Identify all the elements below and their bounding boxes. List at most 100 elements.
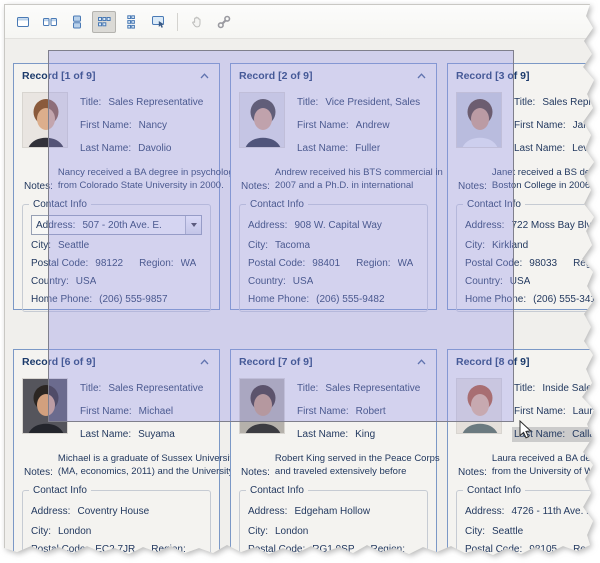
record-card: Record [8 of 9] bbox=[447, 349, 600, 555]
address-combobox[interactable]: Address: 507 - 20th Ave. E. bbox=[31, 215, 202, 235]
address-value[interactable]: 722 Moss Bay Blvd. bbox=[511, 219, 600, 231]
field-row-address: Address: Coventry House bbox=[31, 501, 202, 521]
employee-avatar bbox=[240, 93, 284, 147]
home-phone-value[interactable]: (206) 555-9857 bbox=[99, 294, 168, 305]
address-value[interactable]: Edgeham Hollow bbox=[294, 505, 371, 517]
single-card-icon bbox=[17, 16, 29, 27]
first-name-value[interactable]: Michael bbox=[138, 406, 174, 417]
notes-value[interactable]: Laura received a BA degree in psychology… bbox=[491, 452, 600, 478]
field-row-last-name[interactable]: Last Name: Callahan bbox=[512, 427, 600, 442]
card-header-caption: Record [8 of 9] bbox=[456, 356, 530, 368]
last-name-value[interactable]: Fuller bbox=[355, 143, 381, 154]
city-value[interactable]: London bbox=[275, 526, 309, 537]
first-name-value[interactable]: Laura bbox=[572, 406, 599, 417]
country-value[interactable]: USA bbox=[292, 276, 314, 287]
notes-label: Notes: bbox=[24, 181, 53, 192]
field-row-country: Country: USA bbox=[248, 275, 419, 288]
collapse-chevron-icon[interactable] bbox=[414, 70, 428, 82]
city-value[interactable]: Seattle bbox=[58, 240, 90, 251]
layout-list-button[interactable] bbox=[119, 11, 143, 33]
title-value[interactable]: Inside Sales Coordinator bbox=[542, 383, 597, 394]
city-value[interactable]: London bbox=[58, 526, 92, 537]
address-value[interactable]: 908 W. Capital Way bbox=[294, 219, 382, 231]
field-row-address: Address: 722 Moss Bay Blvd. bbox=[465, 215, 600, 235]
city-value[interactable]: Seattle bbox=[492, 526, 524, 537]
field-row-last-name[interactable]: Last Name: Fuller bbox=[295, 141, 428, 156]
postal-code-label: Postal Code: bbox=[248, 258, 306, 269]
last-name-value[interactable]: Davolio bbox=[138, 143, 172, 154]
postal-code-value[interactable]: EC2 7JR bbox=[95, 544, 136, 555]
collapse-chevron-icon[interactable] bbox=[197, 70, 211, 82]
notes-value[interactable]: Andrew received his BTS commercial in 20… bbox=[275, 166, 443, 192]
last-name-value[interactable]: Suyama bbox=[138, 429, 175, 440]
region-label: Region: bbox=[573, 544, 600, 555]
layout-multi-row-button[interactable] bbox=[92, 10, 116, 33]
field-row-last-name[interactable]: Last Name: Leverling bbox=[512, 141, 600, 156]
country-label: Country: bbox=[465, 276, 503, 287]
title-value[interactable]: Vice President, Sales bbox=[325, 97, 421, 108]
title-value[interactable]: Sales Representative bbox=[542, 97, 600, 108]
layout-stacked-cards-button[interactable] bbox=[65, 11, 89, 33]
card-top-section: Title: Sales Representative First Name: … bbox=[14, 374, 219, 450]
field-row-last-name[interactable]: Last Name: Suyama bbox=[78, 427, 211, 442]
notes-value[interactable]: Robert King served in the Peace Corps an… bbox=[275, 452, 440, 478]
last-name-value[interactable]: Leverling bbox=[572, 143, 600, 154]
layout-two-cards-button[interactable] bbox=[38, 11, 62, 33]
first-name-label: First Name: bbox=[514, 406, 566, 417]
notes-value[interactable]: Nancy received a BA degree in psychology… bbox=[58, 166, 239, 192]
home-phone-label: Home Phone: bbox=[465, 294, 527, 305]
home-phone-value[interactable]: (206) 555-3412 bbox=[533, 294, 600, 305]
first-name-value[interactable]: Janet bbox=[572, 120, 598, 131]
postal-code-value[interactable]: 98401 bbox=[312, 258, 341, 269]
region-value[interactable]: WA bbox=[397, 258, 414, 269]
postal-code-label: Postal Code: bbox=[248, 544, 306, 555]
address-value[interactable]: 507 - 20th Ave. E. bbox=[82, 219, 162, 231]
home-phone-label: Home Phone: bbox=[31, 294, 93, 305]
last-name-value[interactable]: Callahan bbox=[572, 429, 600, 440]
field-row-city: City: Kirkland bbox=[465, 239, 594, 252]
title-value[interactable]: Sales Representative bbox=[108, 383, 204, 394]
country-value[interactable]: USA bbox=[75, 276, 97, 287]
postal-code-value[interactable]: 98122 bbox=[95, 258, 124, 269]
address-value[interactable]: Coventry House bbox=[77, 505, 150, 517]
card-header: Record [2 of 9] bbox=[231, 64, 436, 88]
first-name-value[interactable]: Robert bbox=[355, 406, 386, 417]
field-row-last-name[interactable]: Last Name: King bbox=[295, 427, 428, 442]
collapse-chevron-icon[interactable] bbox=[414, 356, 428, 368]
home-phone-value[interactable]: (206) 555-9482 bbox=[316, 294, 385, 305]
postal-code-value[interactable]: 98033 bbox=[529, 258, 558, 269]
field-row-first-name: First Name: Andrew bbox=[295, 118, 428, 133]
last-name-label: Last Name: bbox=[514, 143, 566, 154]
city-label: City: bbox=[248, 240, 268, 251]
layout-carousel-button[interactable] bbox=[146, 11, 170, 33]
country-value[interactable]: USA bbox=[509, 276, 531, 287]
address-value[interactable]: 4726 - 11th Ave. N.E. bbox=[511, 505, 600, 517]
dropdown-button[interactable] bbox=[185, 216, 201, 234]
first-name-label: First Name: bbox=[514, 120, 566, 131]
last-name-value[interactable]: King bbox=[355, 429, 376, 440]
first-name-value[interactable]: Nancy bbox=[138, 120, 168, 131]
notes-value[interactable]: Janet received a BS degree in chemistry … bbox=[492, 166, 594, 192]
card-top-section: Title: Vice President, Sales First Name:… bbox=[231, 88, 436, 164]
card-header: Record [8 of 9] bbox=[448, 350, 594, 374]
notes-section: Notes: Robert King served in the Peace C… bbox=[231, 450, 440, 478]
notes-line-1: Laura received a BA degree in psychology bbox=[491, 453, 600, 464]
city-value[interactable]: Tacoma bbox=[275, 240, 311, 251]
card-header: Record [3 of 9] bbox=[448, 64, 594, 88]
postal-code-value[interactable]: RG1 9SP bbox=[312, 544, 355, 555]
customize-button[interactable] bbox=[212, 11, 236, 33]
title-value[interactable]: Sales Representative bbox=[108, 97, 204, 108]
layout-single-card-button[interactable] bbox=[11, 11, 35, 33]
city-value[interactable]: Kirkland bbox=[492, 240, 529, 251]
notes-value[interactable]: Michael is a graduate of Sussex Universi… bbox=[58, 452, 237, 478]
first-name-value[interactable]: Andrew bbox=[355, 120, 390, 131]
home-phone-label: Home Phone: bbox=[248, 294, 310, 305]
title-label: Title: bbox=[297, 383, 319, 394]
field-row-title: Title: Vice President, Sales bbox=[295, 95, 428, 110]
collapse-chevron-icon[interactable] bbox=[197, 356, 211, 368]
region-value[interactable]: WA bbox=[180, 258, 197, 269]
title-value[interactable]: Sales Representative bbox=[325, 383, 421, 394]
field-row-address: Address: Edgeham Hollow bbox=[248, 501, 419, 521]
postal-code-value[interactable]: 98105 bbox=[529, 544, 558, 555]
field-row-last-name[interactable]: Last Name: Davolio bbox=[78, 141, 211, 156]
